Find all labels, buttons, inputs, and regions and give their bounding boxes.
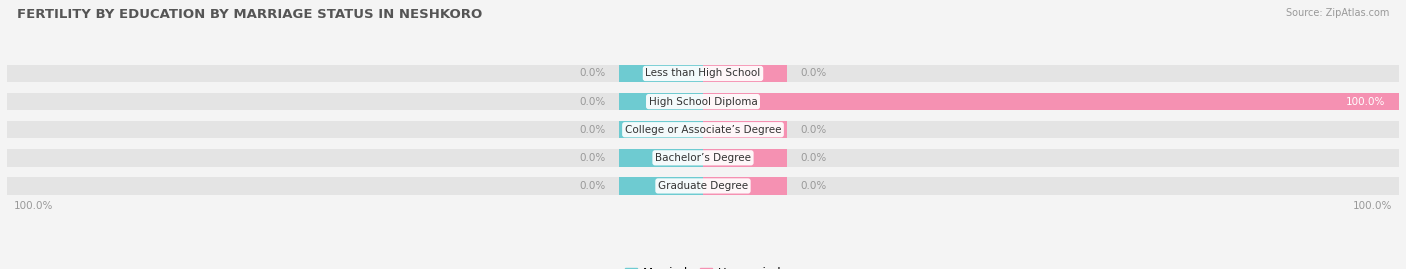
Bar bbox=[703, 121, 786, 139]
Bar bbox=[7, 65, 1399, 82]
Text: Graduate Degree: Graduate Degree bbox=[658, 181, 748, 191]
Text: 0.0%: 0.0% bbox=[800, 181, 827, 191]
Text: Less than High School: Less than High School bbox=[645, 69, 761, 79]
Text: 0.0%: 0.0% bbox=[579, 69, 606, 79]
Legend: Married, Unmarried: Married, Unmarried bbox=[620, 263, 786, 269]
Bar bbox=[703, 65, 786, 82]
Bar bbox=[7, 149, 1399, 167]
Text: 0.0%: 0.0% bbox=[579, 181, 606, 191]
Text: High School Diploma: High School Diploma bbox=[648, 97, 758, 107]
Text: Bachelor’s Degree: Bachelor’s Degree bbox=[655, 153, 751, 163]
Text: College or Associate’s Degree: College or Associate’s Degree bbox=[624, 125, 782, 135]
Bar bbox=[703, 149, 786, 167]
Text: 0.0%: 0.0% bbox=[579, 153, 606, 163]
Text: 0.0%: 0.0% bbox=[579, 97, 606, 107]
Bar bbox=[620, 177, 703, 195]
Text: 0.0%: 0.0% bbox=[579, 125, 606, 135]
Text: 100.0%: 100.0% bbox=[1353, 201, 1392, 211]
Bar bbox=[620, 93, 703, 110]
Text: 100.0%: 100.0% bbox=[1346, 97, 1385, 107]
Bar bbox=[7, 121, 1399, 139]
Text: 0.0%: 0.0% bbox=[800, 125, 827, 135]
Text: 0.0%: 0.0% bbox=[800, 153, 827, 163]
Bar bbox=[7, 177, 1399, 195]
Text: 0.0%: 0.0% bbox=[800, 69, 827, 79]
Bar bbox=[7, 93, 1399, 110]
Text: Source: ZipAtlas.com: Source: ZipAtlas.com bbox=[1285, 8, 1389, 18]
Text: FERTILITY BY EDUCATION BY MARRIAGE STATUS IN NESHKORO: FERTILITY BY EDUCATION BY MARRIAGE STATU… bbox=[17, 8, 482, 21]
Text: 100.0%: 100.0% bbox=[14, 201, 53, 211]
Bar bbox=[620, 121, 703, 139]
Bar bbox=[703, 93, 1399, 110]
Bar bbox=[620, 65, 703, 82]
Bar bbox=[620, 149, 703, 167]
Bar bbox=[703, 177, 786, 195]
